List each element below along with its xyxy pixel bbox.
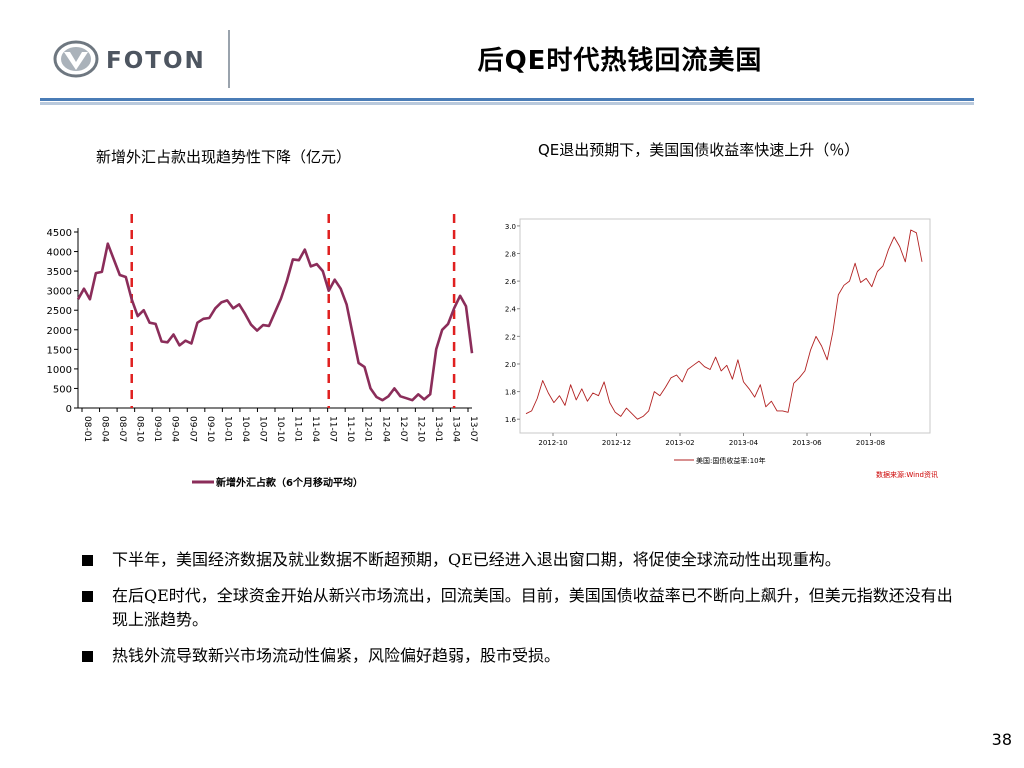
x-tick-label: 08-07 <box>117 416 127 442</box>
x-tick-label: 10-01 <box>222 416 232 442</box>
title-rule <box>40 98 974 101</box>
x-tick-label: 08-04 <box>100 416 110 442</box>
y-tick-label: 500 <box>53 384 72 395</box>
x-tick-label: 09-10 <box>205 416 215 442</box>
series-line-yield <box>525 229 923 420</box>
plot-frame <box>519 218 931 434</box>
y-tick-label: 4500 <box>47 228 72 239</box>
y-tick-label: 2.6 <box>505 278 517 286</box>
x-tick-label: 11-10 <box>345 416 355 442</box>
y-tick-label: 1.8 <box>505 389 516 397</box>
y-tick-label: 2000 <box>47 326 72 337</box>
foton-logo: FOTON <box>53 40 206 78</box>
x-tick-label: 12-07 <box>398 416 408 442</box>
legend-label: 新增外汇占款（6个月移动平均） <box>216 476 363 489</box>
x-tick-label: 2013-08 <box>856 439 885 447</box>
x-tick-label: 2013-02 <box>665 439 694 447</box>
square-bullet-icon <box>82 591 93 602</box>
series-line-fx <box>76 242 474 402</box>
x-tick-label: 08-01 <box>82 416 92 442</box>
bullet-item: 下半年，美国经济数据及就业数据不断超预期，QE已经进入退出窗口期，将促使全球流动… <box>82 548 962 572</box>
left-chart-caption: 新增外汇占款出现趋势性下降（亿元） <box>96 148 352 166</box>
y-tick-label: 2.2 <box>505 333 516 341</box>
x-tick-label: 10-04 <box>240 416 250 442</box>
x-tick-label: 2013-04 <box>729 439 759 447</box>
x-tick-label: 2013-06 <box>792 439 822 447</box>
x-tick-label: 09-04 <box>170 416 180 442</box>
page-number: 38 <box>991 730 1012 749</box>
y-tick-label: 3.0 <box>505 223 516 231</box>
x-tick-label: 13-04 <box>450 416 460 442</box>
x-tick-label: 10-07 <box>257 416 267 442</box>
x-tick-label: 12-04 <box>380 416 390 442</box>
bullet-item: 热钱外流导致新兴市场流动性偏紧，风险偏好趋弱，股市受损。 <box>82 644 962 668</box>
data-source-note: 数据来源:Wind资讯 <box>876 470 938 479</box>
y-tick-label: 1.6 <box>505 416 517 424</box>
y-tick-label: 1000 <box>47 365 72 376</box>
y-tick-label: 0 <box>66 404 72 415</box>
x-tick-label: 13-01 <box>433 416 443 442</box>
bullet-text: 下半年，美国经济数据及就业数据不断超预期，QE已经进入退出窗口期，将促使全球流动… <box>112 550 841 569</box>
bullet-list: 下半年，美国经济数据及就业数据不断超预期，QE已经进入退出窗口期，将促使全球流动… <box>82 548 962 680</box>
x-tick-label: 11-07 <box>328 416 338 442</box>
title-rule-shadow <box>40 102 974 105</box>
y-tick-label: 4000 <box>47 248 72 259</box>
square-bullet-icon <box>82 555 93 566</box>
slide-title: 后QE时代热钱回流美国 <box>477 46 763 76</box>
logo-wordmark: FOTON <box>106 48 206 74</box>
y-tick-label: 2.4 <box>505 306 517 314</box>
x-tick-label: 09-07 <box>187 416 197 442</box>
square-bullet-icon <box>82 651 93 662</box>
foton-emblem-icon <box>53 40 99 78</box>
x-tick-label: 11-01 <box>293 416 303 442</box>
bullet-text: 在后QE时代，全球资金开始从新兴市场流出，回流美国。目前，美国国债收益率已不断向… <box>112 586 953 629</box>
y-tick-label: 2500 <box>47 306 72 317</box>
x-tick-label: 08-10 <box>135 416 145 442</box>
x-tick-label: 12-10 <box>415 416 425 442</box>
treasury-yield-chart: 1.6 1.8 2.0 2.2 2.4 2.6 2.8 3.0 2012-10 2012-12 20… <box>505 218 938 479</box>
x-tick-label: 2012-10 <box>538 439 567 447</box>
y-tick-label: 2.0 <box>505 361 516 369</box>
x-tick-label: 13-07 <box>468 416 478 442</box>
x-tick-label: 2012-12 <box>602 439 631 447</box>
x-tick-label: 11-04 <box>310 416 320 442</box>
x-tick-label: 10-10 <box>275 416 285 442</box>
bullet-text: 热钱外流导致新兴市场流动性偏紧，风险偏好趋弱，股市受损。 <box>112 646 561 665</box>
bullet-item: 在后QE时代，全球资金开始从新兴市场流出，回流美国。目前，美国国债收益率已不断向… <box>82 584 962 632</box>
y-tick-label: 1500 <box>47 345 72 356</box>
legend-label: 美国:国债收益率:10年 <box>696 456 766 465</box>
y-tick-label: 3500 <box>47 267 72 278</box>
x-tick-label: 12-01 <box>363 416 373 442</box>
fx-reserves-chart: 0 500 1000 1500 2000 2500 3000 3500 4000 4500 08-0… <box>47 214 478 489</box>
x-tick-label: 09-01 <box>152 416 162 442</box>
header-divider <box>228 30 230 88</box>
y-tick-label: 3000 <box>47 287 72 298</box>
y-tick-label: 2.8 <box>505 251 516 259</box>
right-chart-caption: QE退出预期下，美国国债收益率快速上升（％） <box>538 141 860 159</box>
